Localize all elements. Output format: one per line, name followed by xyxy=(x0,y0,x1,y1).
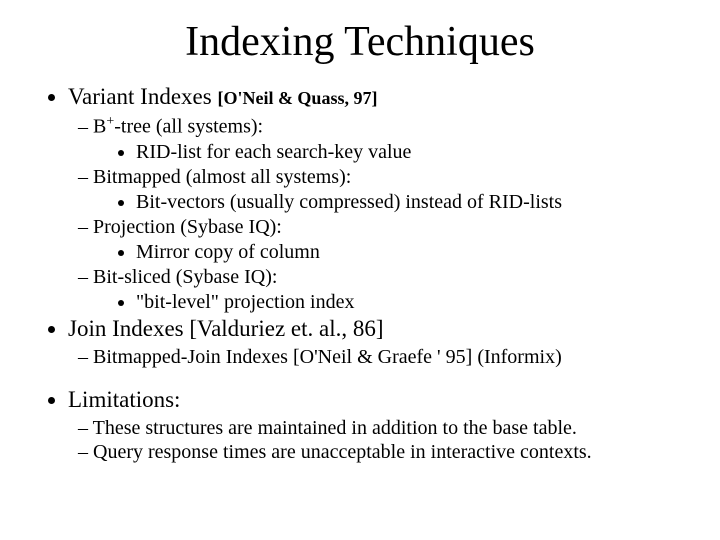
bitsliced-detail: "bit-level" projection index xyxy=(136,291,680,314)
btree-sublist: RID-list for each search-key value xyxy=(96,141,680,164)
limitation-2: Query response times are unacceptable in… xyxy=(96,441,680,464)
bullet-list: Variant Indexes [O'Neil & Quass, 97] B+-… xyxy=(40,84,680,464)
projection-item: Projection (Sybase IQ): Mirror copy of c… xyxy=(96,216,680,264)
variant-indexes-ref: [O'Neil & Quass, 97] xyxy=(217,88,377,108)
slide-title: Indexing Techniques xyxy=(40,18,680,66)
btree-pre: B xyxy=(93,116,106,138)
bitsliced-item: Bit-sliced (Sybase IQ): "bit-level" proj… xyxy=(96,266,680,314)
projection-sublist: Mirror copy of column xyxy=(96,241,680,264)
bullet-limitations: Limitations: These structures are mainta… xyxy=(68,387,680,464)
btree-item: B+-tree (all systems): RID-list for each… xyxy=(96,114,680,164)
bitsliced-text: Bit-sliced (Sybase IQ): xyxy=(93,266,277,288)
bitmapped-detail: Bit-vectors (usually compressed) instead… xyxy=(136,191,680,214)
projection-detail: Mirror copy of column xyxy=(136,241,680,264)
join-sub-item: Bitmapped-Join Indexes [O'Neil & Graefe … xyxy=(96,346,680,369)
bullet-variant-indexes: Variant Indexes [O'Neil & Quass, 97] B+-… xyxy=(68,84,680,314)
btree-detail: RID-list for each search-key value xyxy=(136,141,680,164)
limitation-1: These structures are maintained in addit… xyxy=(96,417,680,440)
limitations-text: Limitations: xyxy=(68,387,180,412)
bitmapped-item: Bitmapped (almost all systems): Bit-vect… xyxy=(96,166,680,214)
bitmapped-text: Bitmapped (almost all systems): xyxy=(93,166,351,188)
limitations-sublist: These structures are maintained in addit… xyxy=(68,417,680,464)
bullet-join-indexes: Join Indexes [Valduriez et. al., 86] Bit… xyxy=(68,316,680,369)
bitsliced-sublist: "bit-level" projection index xyxy=(96,291,680,314)
variant-sublist: B+-tree (all systems): RID-list for each… xyxy=(68,114,680,314)
join-indexes-text: Join Indexes [Valduriez et. al., 86] xyxy=(68,316,384,341)
btree-post: -tree (all systems): xyxy=(114,116,263,138)
bitmapped-sublist: Bit-vectors (usually compressed) instead… xyxy=(96,191,680,214)
variant-indexes-text: Variant Indexes xyxy=(68,84,217,109)
slide: Indexing Techniques Variant Indexes [O'N… xyxy=(0,0,720,540)
projection-text: Projection (Sybase IQ): xyxy=(93,216,282,238)
join-sublist: Bitmapped-Join Indexes [O'Neil & Graefe … xyxy=(68,346,680,369)
